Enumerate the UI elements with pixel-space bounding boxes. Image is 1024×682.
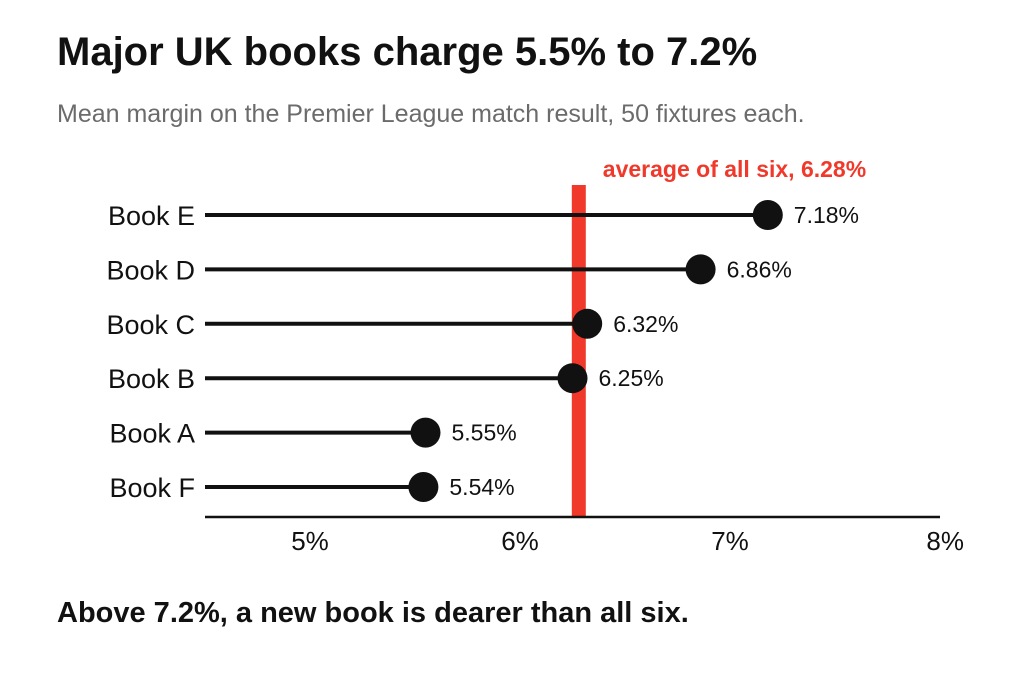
- chart-title: Major UK books charge 5.5% to 7.2%: [57, 30, 758, 74]
- footer-note: Above 7.2%, a new book is dearer than al…: [57, 597, 689, 629]
- category-label: Book D: [106, 255, 195, 285]
- lollipop-dot: [410, 417, 441, 448]
- lollipop-dot: [572, 308, 603, 339]
- x-tick-label: 6%: [501, 526, 539, 556]
- lollipop-dot: [685, 254, 716, 285]
- chart-subtitle: Mean margin on the Premier League match …: [57, 100, 805, 128]
- average-reference-label: average of all six, 6.28%: [603, 156, 866, 182]
- average-reference-line: [571, 185, 586, 517]
- x-tick-label: 7%: [711, 526, 749, 556]
- value-label: 6.25%: [599, 365, 664, 391]
- value-label: 6.86%: [727, 256, 792, 282]
- value-label: 6.32%: [613, 311, 678, 337]
- x-tick-label: 8%: [926, 526, 964, 556]
- x-tick-label: 5%: [291, 526, 329, 556]
- lollipop-dot: [408, 472, 439, 502]
- category-label: Book B: [108, 364, 195, 394]
- category-label: Book F: [109, 473, 195, 503]
- value-label: 5.54%: [449, 474, 514, 500]
- category-label: Book A: [109, 419, 195, 449]
- lollipop-dot: [752, 200, 783, 230]
- category-label: Book E: [108, 201, 195, 231]
- value-label: 7.18%: [794, 202, 859, 228]
- category-label: Book C: [106, 310, 195, 340]
- value-label: 5.55%: [452, 420, 517, 446]
- lollipop-dot: [557, 363, 588, 394]
